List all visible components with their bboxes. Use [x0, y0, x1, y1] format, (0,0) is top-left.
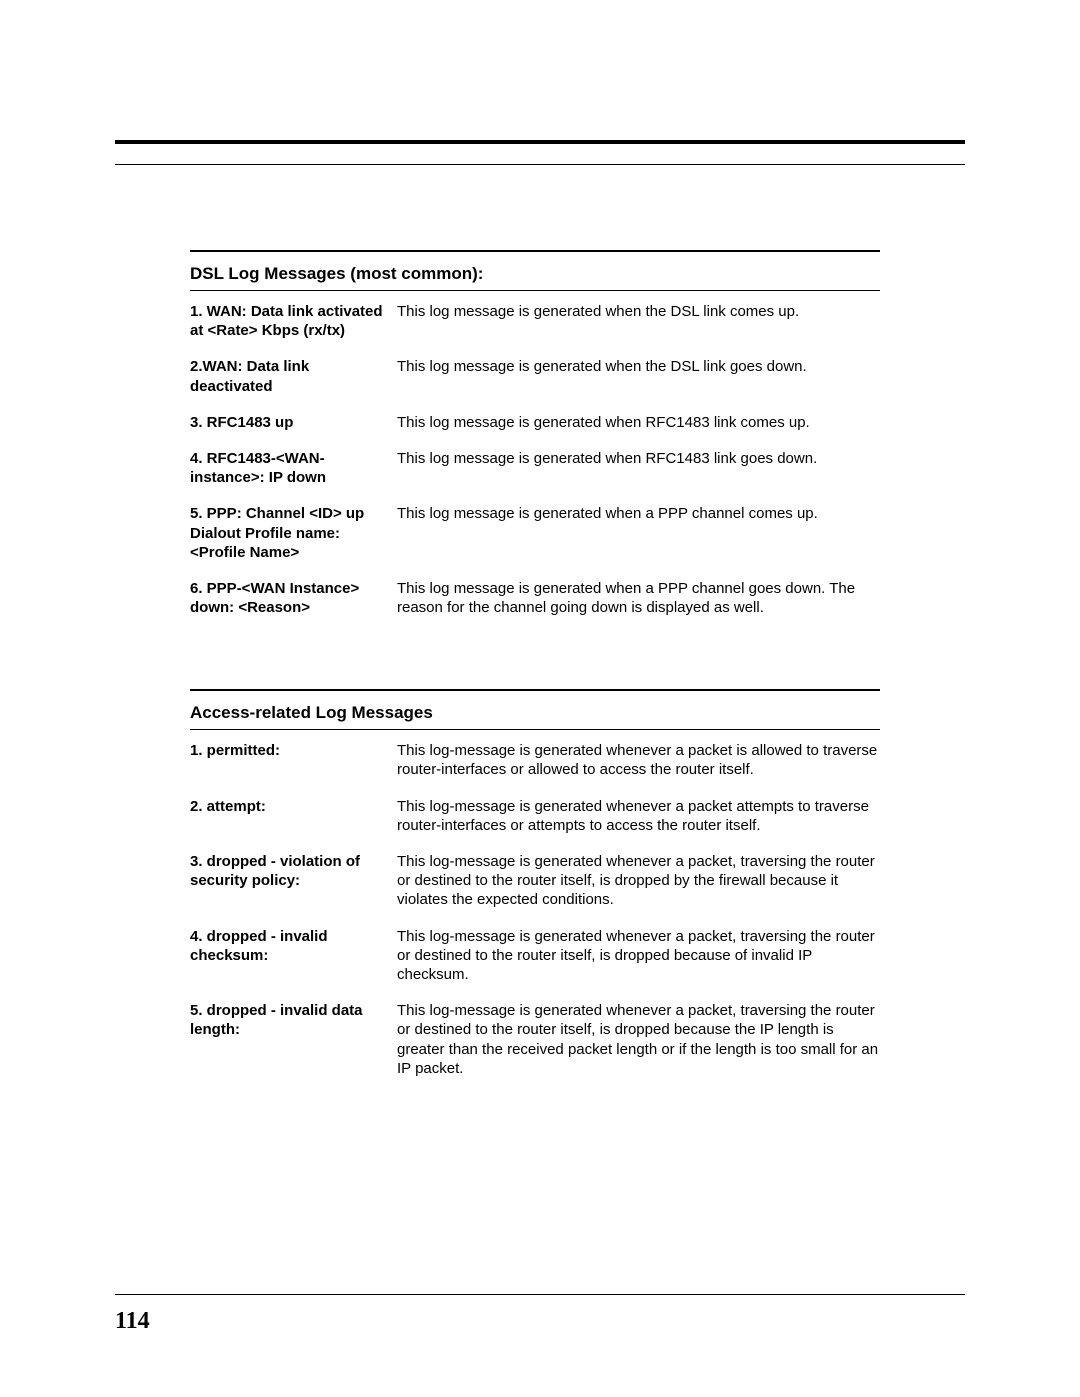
footer-rule: [115, 1294, 965, 1295]
section-title: Access-related Log Messages: [190, 699, 880, 729]
row-term: 2. attempt:: [190, 797, 397, 816]
section-rule-mid: [190, 290, 880, 291]
table-row: 4. dropped - invalid checksum: This log-…: [190, 922, 880, 997]
row-desc: This log-message is generated whenever a…: [397, 1001, 880, 1078]
row-desc: This log-message is generated whenever a…: [397, 797, 880, 835]
table-row: 4. RFC1483-<WAN-instance>: IP down This …: [190, 444, 880, 499]
row-term: 1. permitted:: [190, 741, 397, 760]
section-rule-mid: [190, 729, 880, 730]
page: DSL Log Messages (most common): 1. WAN: …: [0, 0, 1080, 1397]
section-rule-top: [190, 689, 880, 691]
row-term: 1. WAN: Data link activated at <Rate> Kb…: [190, 302, 397, 340]
table-row: 2.WAN: Data link deactivated This log me…: [190, 352, 880, 407]
row-term: 2.WAN: Data link deactivated: [190, 357, 397, 395]
top-rule-heavy: [115, 140, 965, 144]
row-term: 4. RFC1483-<WAN-instance>: IP down: [190, 449, 397, 487]
content-area: DSL Log Messages (most common): 1. WAN: …: [190, 250, 880, 1090]
row-desc: This log-message is generated whenever a…: [397, 741, 880, 779]
section-rule-top: [190, 250, 880, 252]
row-desc: This log message is generated when RFC14…: [397, 413, 880, 432]
table-row: 1. WAN: Data link activated at <Rate> Kb…: [190, 297, 880, 352]
table-row: 3. dropped - violation of security polic…: [190, 847, 880, 922]
table-row: 5. PPP: Channel <ID> up Dialout Profile …: [190, 499, 880, 574]
row-desc: This log message is generated when the D…: [397, 357, 880, 376]
row-term: 3. RFC1483 up: [190, 413, 397, 432]
section-title: DSL Log Messages (most common):: [190, 260, 880, 290]
section-access-related: Access-related Log Messages 1. permitted…: [190, 689, 880, 1090]
table-row: 5. dropped - invalid data length: This l…: [190, 996, 880, 1090]
table-row: 3. RFC1483 up This log message is genera…: [190, 408, 880, 444]
row-desc: This log message is generated when RFC14…: [397, 449, 880, 468]
table-row: 6. PPP-<WAN Instance> down: <Reason> Thi…: [190, 574, 880, 629]
row-term: 6. PPP-<WAN Instance> down: <Reason>: [190, 579, 397, 617]
row-desc: This log-message is generated whenever a…: [397, 852, 880, 910]
row-term: 5. dropped - invalid data length:: [190, 1001, 397, 1039]
row-desc: This log message is generated when a PPP…: [397, 504, 880, 523]
section-dsl-log-messages: DSL Log Messages (most common): 1. WAN: …: [190, 250, 880, 629]
row-term: 4. dropped - invalid checksum:: [190, 927, 397, 965]
row-term: 3. dropped - violation of security polic…: [190, 852, 397, 890]
row-desc: This log message is generated when the D…: [397, 302, 880, 321]
row-desc: This log message is generated when a PPP…: [397, 579, 880, 617]
page-number: 114: [115, 1308, 150, 1335]
row-term: 5. PPP: Channel <ID> up Dialout Profile …: [190, 504, 397, 562]
table-row: 1. permitted: This log-message is genera…: [190, 736, 880, 791]
row-desc: This log-message is generated whenever a…: [397, 927, 880, 985]
table-row: 2. attempt: This log-message is generate…: [190, 792, 880, 847]
top-rule-light: [115, 164, 965, 165]
